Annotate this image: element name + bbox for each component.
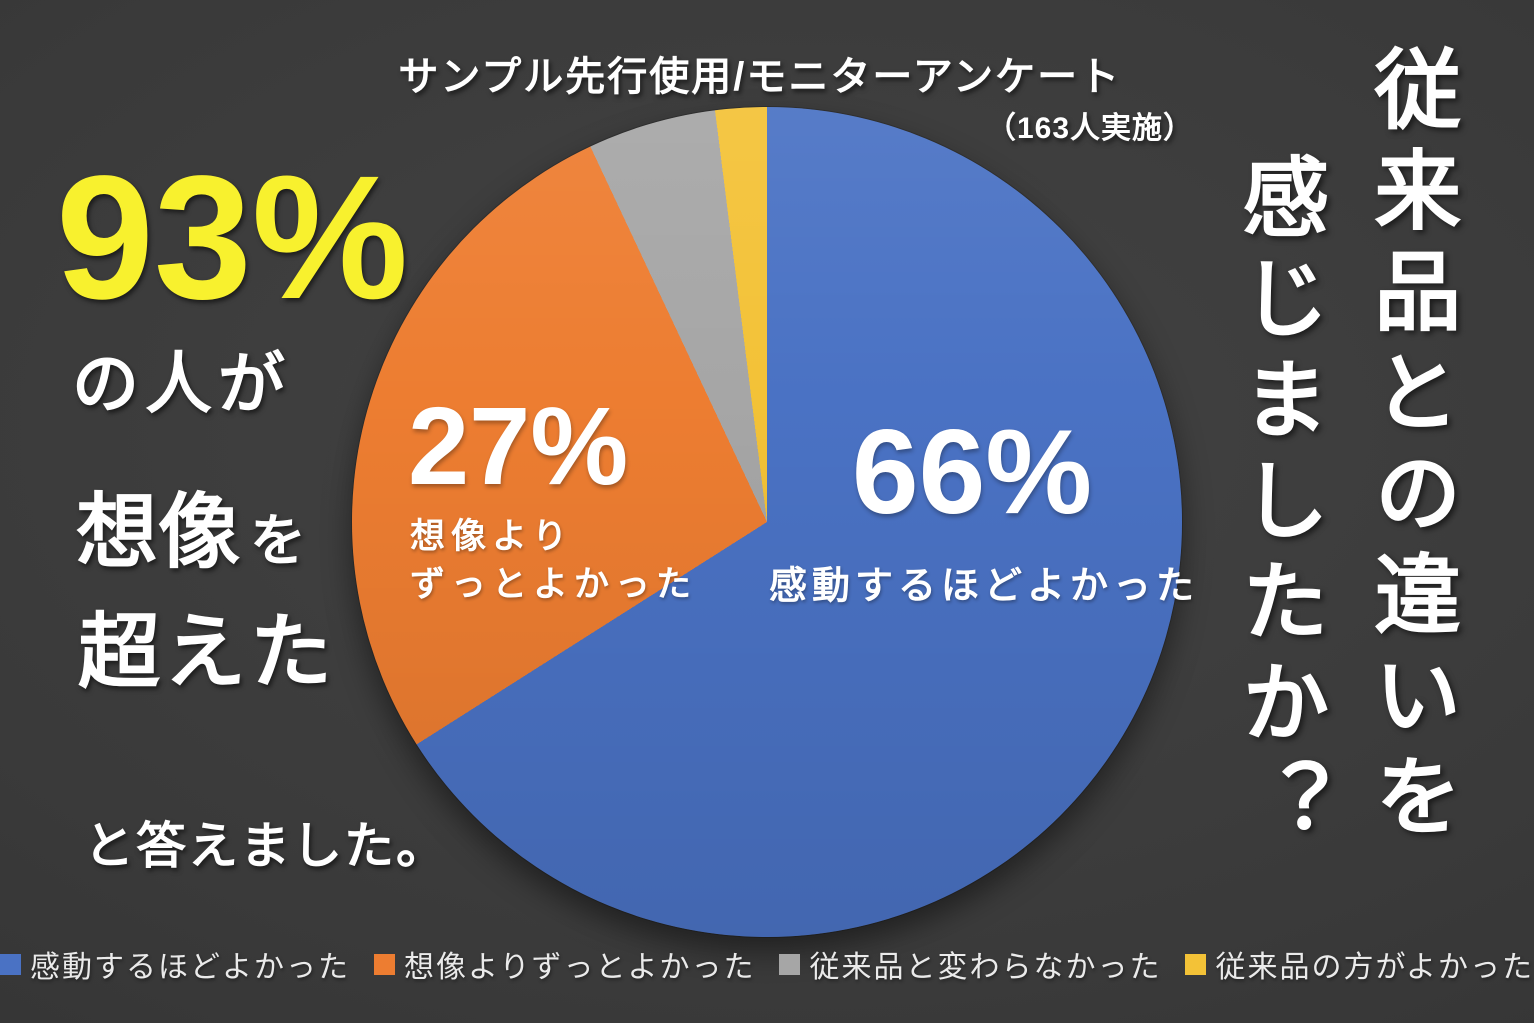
caption-line-2: 想像を [76,492,306,574]
slice-orange-percent-label: 27% [408,385,629,508]
highlight-percent: 93% [56,140,409,336]
slice-blue-name-label: 感動するほどよかった [768,565,1200,608]
caption-line-2-particle: を [250,509,307,572]
slice-blue-percent-label: 66% [851,405,1093,539]
caption-line-4: と答えました。 [84,818,448,874]
legend-label: 従来品と変わらなかった [809,951,1162,984]
legend-label: 想像よりずっとよかった [404,951,756,984]
legend-swatch [779,953,801,975]
caption-line-1: の人が [72,347,291,422]
sample-size-note: （163人実施） [986,112,1195,145]
chart-legend: 感動するほどよかった 想像よりずっとよかった 従来品と変わらなかった 従来品の方… [0,938,1534,990]
slice-orange-name-line-2: ずっとよかった [410,564,698,604]
caption-line-3: 超えた [78,607,337,698]
slice-orange-name-line-1: 想像より [410,517,574,556]
vertical-question-column-1: 従来品との違いを [1361,44,1459,852]
legend-swatch [374,953,396,975]
legend-item: 従来品の方がよかった [1185,942,1534,986]
slice-orange-name-label: 想像より ずっとよかった [410,513,697,609]
caption-line-2-main: 想像 [76,487,241,578]
legend-label: 感動するほどよかった [30,951,351,984]
legend-item: 感動するほどよかった [0,942,350,986]
legend-item: 想像よりずっとよかった [374,942,755,986]
legend-swatch [0,953,22,975]
legend-label: 従来品の方がよかった [1215,951,1534,984]
pie-chart [352,107,1182,937]
legend-item: 従来品と変わらなかった [779,942,1161,986]
chart-title: サンプル先行使用/モニターアンケート [398,55,1122,99]
legend-swatch [1185,953,1207,975]
vertical-question-column-2: 感じましたか？ [1229,152,1327,859]
